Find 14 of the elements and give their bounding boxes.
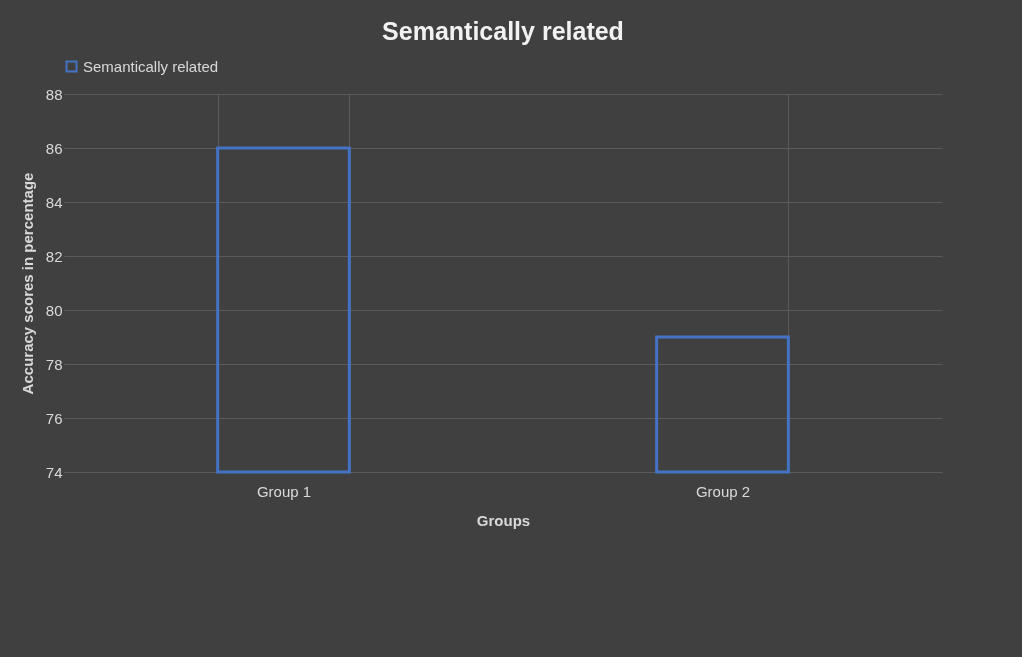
legend-label: Semantically related xyxy=(83,57,219,75)
x-axis-title: Groups xyxy=(476,511,531,529)
y-tick-label: 74 xyxy=(45,463,63,481)
y-tick-label: 88 xyxy=(45,85,63,103)
y-tick-label: 84 xyxy=(45,193,63,211)
y-tick-label: 86 xyxy=(45,139,63,157)
y-tick-label: 78 xyxy=(45,355,63,373)
y-axis-title: Accuracy scores in percentage xyxy=(18,172,36,395)
y-tick-label: 80 xyxy=(45,301,63,319)
y-tick-label: 82 xyxy=(45,247,63,265)
x-tick-label: Group 1 xyxy=(256,482,312,500)
x-tick-label: Group 2 xyxy=(695,482,751,500)
y-tick-label: 76 xyxy=(45,409,63,427)
chart-title: Semantically related xyxy=(382,17,624,45)
